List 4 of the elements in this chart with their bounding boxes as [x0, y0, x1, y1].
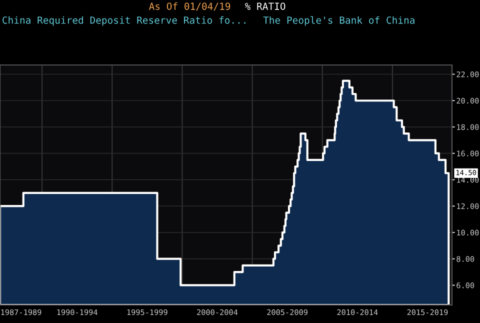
text: % RATIO [244, 2, 286, 10]
chart-title: China Required Deposit Reserve Ratio fo... [2, 16, 246, 26]
chart-subtitle: The People's Bank of China [263, 16, 414, 26]
text: As Of 01/04/19 [148, 2, 230, 11]
